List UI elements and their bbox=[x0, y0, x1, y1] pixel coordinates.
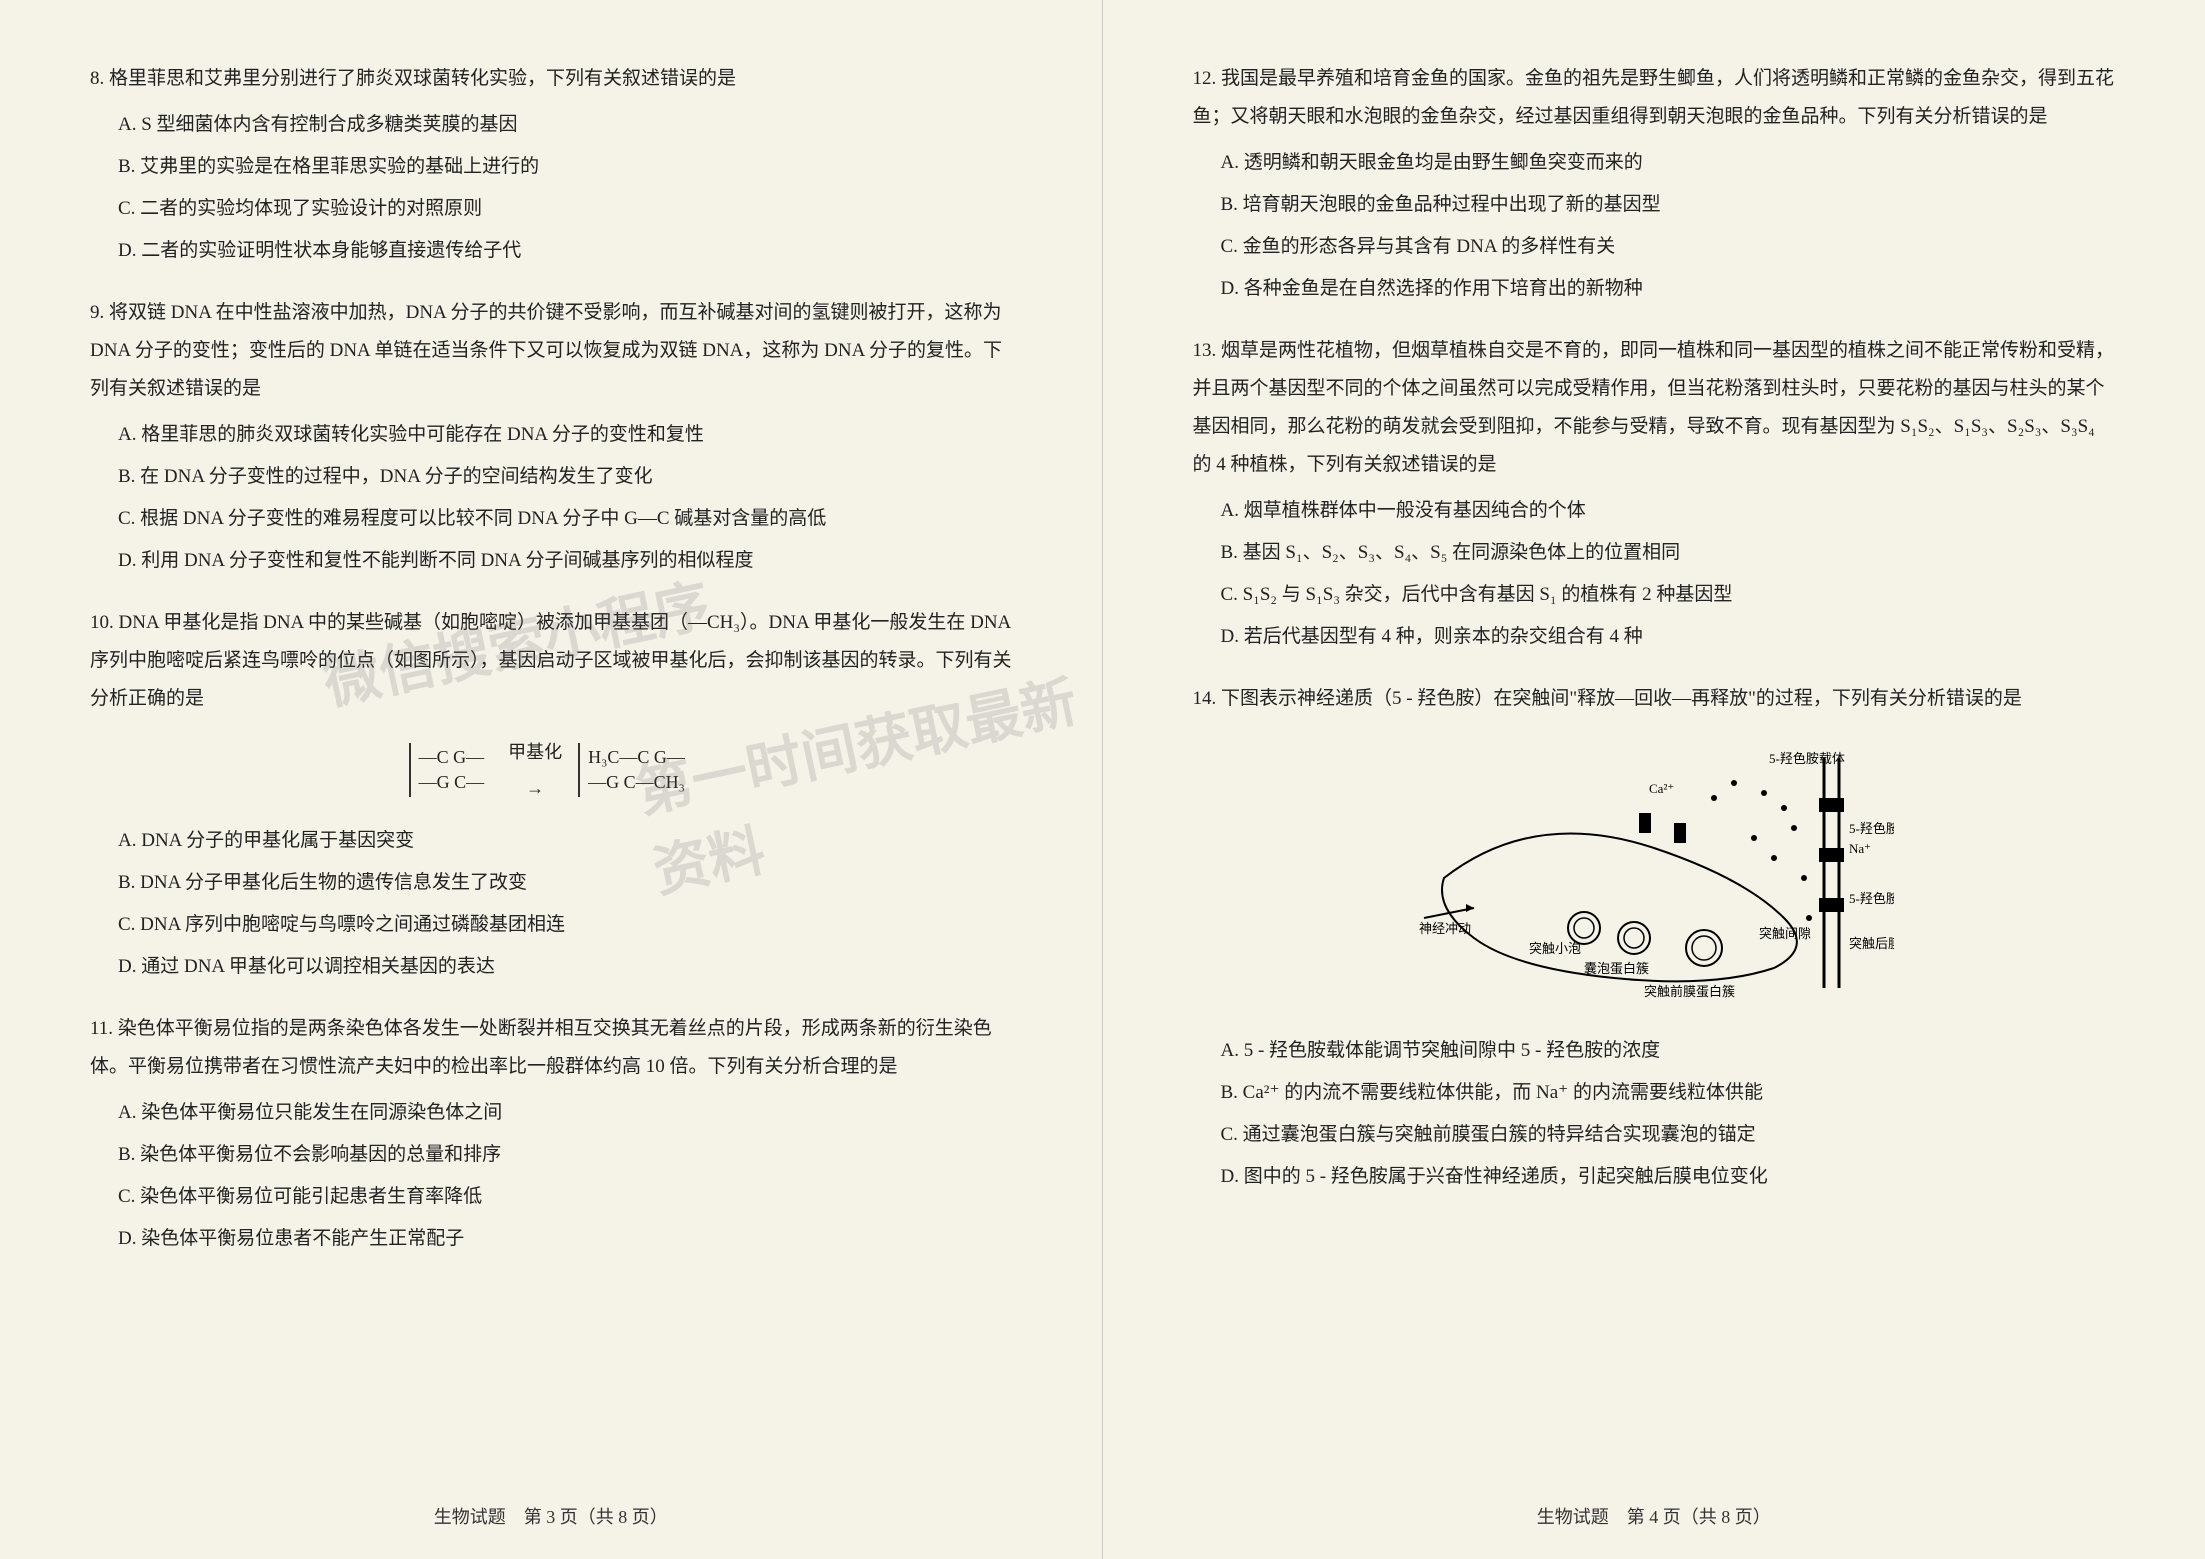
question-9: 9. 将双链 DNA 在中性盐溶液中加热，DNA 分子的共价键不受影响，而互补碱… bbox=[90, 294, 1012, 580]
question-11: 11. 染色体平衡易位指的是两条染色体各发生一处断裂并相互交换其无着丝点的片段，… bbox=[90, 1010, 1012, 1258]
q11-option-d: D. 染色体平衡易位患者不能产生正常配子 bbox=[90, 1220, 1012, 1258]
q10-option-d: D. 通过 DNA 甲基化可以调控相关基因的表达 bbox=[90, 948, 1012, 986]
diagram-label-na: Na⁺ bbox=[1849, 841, 1871, 856]
q12-option-b: B. 培育朝天泡眼的金鱼品种过程中出现了新的基因型 bbox=[1193, 186, 2116, 224]
q10-stem: 10. DNA 甲基化是指 DNA 中的某些碱基（如胞嘧啶）被添加甲基基团（—C… bbox=[90, 604, 1012, 718]
q11-option-c: C. 染色体平衡易位可能引起患者生育率降低 bbox=[90, 1178, 1012, 1216]
q14-option-b: B. Ca²⁺ 的内流不需要线粒体供能，而 Na⁺ 的内流需要线粒体供能 bbox=[1193, 1074, 2116, 1112]
diagram-label-receptor: 5-羟色胺受体 bbox=[1849, 891, 1894, 906]
diagram-label-presynaptic-protein: 突触前膜蛋白簇 bbox=[1644, 984, 1735, 998]
q14-option-c: C. 通过囊泡蛋白簇与突触前膜蛋白簇的特异结合实现囊泡的锚定 bbox=[1193, 1116, 2116, 1154]
q13-option-d: D. 若后代基因型有 4 种，则亲本的杂交组合有 4 种 bbox=[1193, 618, 2116, 656]
q9-option-a: A. 格里菲思的肺炎双球菌转化实验中可能存在 DNA 分子的变性和复性 bbox=[90, 416, 1012, 454]
page-right: 12. 我国是最早养殖和培育金鱼的国家。金鱼的祖先是野生鲫鱼，人们将透明鳞和正常… bbox=[1103, 0, 2205, 1559]
q10-formula-left1: —C G— bbox=[419, 745, 485, 770]
q12-option-d: D. 各种金鱼是在自然选择的作用下培育出的新物种 bbox=[1193, 270, 2116, 308]
diagram-label-vesicle-protein: 囊泡蛋白簇 bbox=[1584, 961, 1649, 976]
diagram-label-5ht: 5-羟色胺 bbox=[1849, 821, 1894, 836]
q11-stem: 11. 染色体平衡易位指的是两条染色体各发生一处断裂并相互交换其无着丝点的片段，… bbox=[90, 1010, 1012, 1086]
q13-option-c: C. S₁S₂ 与 S₁S₃ 杂交，后代中含有基因 S₁ 的植株有 2 种基因型 bbox=[1193, 576, 2116, 614]
q9-stem: 9. 将双链 DNA 在中性盐溶液中加热，DNA 分子的共价键不受影响，而互补碱… bbox=[90, 294, 1012, 408]
diagram-label-postsynaptic: 突触后膜 bbox=[1849, 936, 1894, 951]
q11-option-b: B. 染色体平衡易位不会影响基因的总量和排序 bbox=[90, 1136, 1012, 1174]
question-12: 12. 我国是最早养殖和培育金鱼的国家。金鱼的祖先是野生鲫鱼，人们将透明鳞和正常… bbox=[1193, 60, 2116, 308]
q10-formula-arrow-label: 甲基化 bbox=[508, 742, 562, 762]
question-10: 10. DNA 甲基化是指 DNA 中的某些碱基（如胞嘧啶）被添加甲基基团（—C… bbox=[90, 604, 1012, 986]
diagram-label-nerve-impulse: 神经冲动 bbox=[1419, 921, 1471, 936]
q8-option-c: C. 二者的实验均体现了实验设计的对照原则 bbox=[90, 190, 1012, 228]
q8-stem: 8. 格里菲思和艾弗里分别进行了肺炎双球菌转化实验，下列有关叙述错误的是 bbox=[90, 60, 1012, 98]
question-8: 8. 格里菲思和艾弗里分别进行了肺炎双球菌转化实验，下列有关叙述错误的是 A. … bbox=[90, 60, 1012, 270]
q10-formula-right1: H₃C—C G— bbox=[588, 745, 685, 770]
page-container: 8. 格里菲思和艾弗里分别进行了肺炎双球菌转化实验，下列有关叙述错误的是 A. … bbox=[0, 0, 2205, 1559]
q9-option-b: B. 在 DNA 分子变性的过程中，DNA 分子的空间结构发生了变化 bbox=[90, 458, 1012, 496]
diagram-label-carrier: 5-羟色胺载体 bbox=[1769, 751, 1845, 766]
q13-option-a: A. 烟草植株群体中一般没有基因纯合的个体 bbox=[1193, 492, 2116, 530]
q12-option-c: C. 金鱼的形态各异与其含有 DNA 的多样性有关 bbox=[1193, 228, 2116, 266]
q8-option-d: D. 二者的实验证明性状本身能够直接遗传给子代 bbox=[90, 232, 1012, 270]
diagram-label-vesicle: 突触小泡 bbox=[1529, 941, 1581, 956]
q8-option-a: A. S 型细菌体内含有控制合成多糖类荚膜的基因 bbox=[90, 106, 1012, 144]
right-page-footer: 生物试题 第 4 页（共 8 页） bbox=[1103, 1503, 2205, 1529]
diagram-label-ca: Ca²⁺ bbox=[1649, 781, 1674, 796]
q9-option-d: D. 利用 DNA 分子变性和复性不能判断不同 DNA 分子间碱基序列的相似程度 bbox=[90, 542, 1012, 580]
left-page-footer: 生物试题 第 3 页（共 8 页） bbox=[0, 1503, 1102, 1529]
question-13: 13. 烟草是两性花植物，但烟草植株自交是不育的，即同一植株和同一基因型的植株之… bbox=[1193, 332, 2116, 656]
page-left: 8. 格里菲思和艾弗里分别进行了肺炎双球菌转化实验，下列有关叙述错误的是 A. … bbox=[0, 0, 1103, 1559]
question-14: 14. 下图表示神经递质（5 - 羟色胺）在突触间"释放—回收—再释放"的过程，… bbox=[1193, 680, 2116, 1196]
diagram-label-cleft: 突触间隙 bbox=[1759, 926, 1811, 941]
q10-formula-right2: —G C—CH₃ bbox=[588, 770, 685, 795]
q13-option-b: B. 基因 S₁、S₂、S₃、S₄、S₅ 在同源染色体上的位置相同 bbox=[1193, 534, 2116, 572]
q10-option-b: B. DNA 分子甲基化后生物的遗传信息发生了改变 bbox=[90, 864, 1012, 902]
q12-option-a: A. 透明鳞和朝天眼金鱼均是由野生鲫鱼突变而来的 bbox=[1193, 144, 2116, 182]
q9-option-c: C. 根据 DNA 分子变性的难易程度可以比较不同 DNA 分子中 G—C 碱基… bbox=[90, 500, 1012, 538]
q14-option-d: D. 图中的 5 - 羟色胺属于兴奋性神经递质，引起突触后膜电位变化 bbox=[1193, 1158, 2116, 1196]
q8-option-b: B. 艾弗里的实验是在格里菲思实验的基础上进行的 bbox=[90, 148, 1012, 186]
q10-formula-left2: —G C— bbox=[419, 770, 485, 795]
q11-option-a: A. 染色体平衡易位只能发生在同源染色体之间 bbox=[90, 1094, 1012, 1132]
q10-option-c: C. DNA 序列中胞嘧啶与鸟嘌呤之间通过磷酸基团相连 bbox=[90, 906, 1012, 944]
q12-stem: 12. 我国是最早养殖和培育金鱼的国家。金鱼的祖先是野生鲫鱼，人们将透明鳞和正常… bbox=[1193, 60, 2116, 136]
q10-formula: —C G— —G C— 甲基化→ H₃C—C G— —G C—CH₃ bbox=[90, 734, 1012, 806]
q14-stem: 14. 下图表示神经递质（5 - 羟色胺）在突触间"释放—回收—再释放"的过程，… bbox=[1193, 680, 2116, 718]
q14-option-a: A. 5 - 羟色胺载体能调节突触间隙中 5 - 羟色胺的浓度 bbox=[1193, 1032, 2116, 1070]
synapse-diagram-svg: 神经冲动 突触小泡 囊泡蛋白簇 突触前膜蛋白簇 Ca²⁺ Na⁺ 5-羟色胺 5… bbox=[1414, 738, 1894, 998]
q13-stem: 13. 烟草是两性花植物，但烟草植株自交是不育的，即同一植株和同一基因型的植株之… bbox=[1193, 332, 2116, 484]
q14-diagram: 神经冲动 突触小泡 囊泡蛋白簇 突触前膜蛋白簇 Ca²⁺ Na⁺ 5-羟色胺 5… bbox=[1193, 738, 2116, 1012]
q10-option-a: A. DNA 分子的甲基化属于基因突变 bbox=[90, 822, 1012, 860]
